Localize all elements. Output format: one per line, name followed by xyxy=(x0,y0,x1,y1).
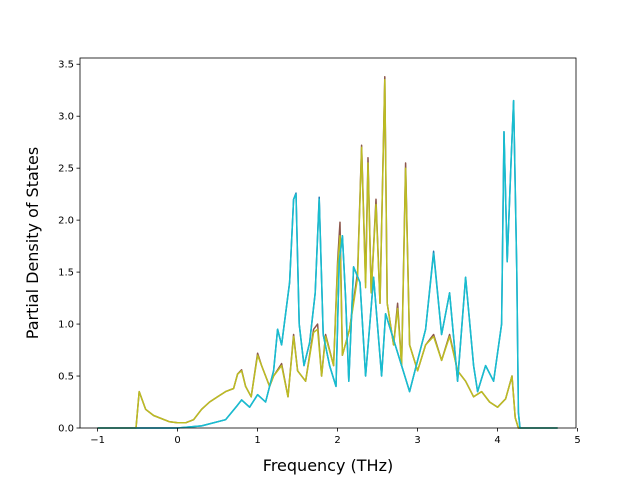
x-tick-label: −1 xyxy=(90,435,105,446)
x-axis-label: Frequency (THz) xyxy=(263,456,393,475)
series-line-3 xyxy=(97,79,558,429)
x-tick-label: 3 xyxy=(414,435,420,446)
x-tick-label: 5 xyxy=(574,435,580,446)
y-axis-ticks: 0.0 0.5 1.0 1.5 2.0 2.5 3.0 3.5 xyxy=(58,60,80,435)
series-layer xyxy=(97,75,558,429)
x-axis-ticks: −1 0 1 2 3 4 5 xyxy=(90,428,581,446)
series-line-4 xyxy=(97,99,558,429)
y-tick-label: 3.5 xyxy=(58,60,74,71)
y-tick-label: 0.5 xyxy=(58,372,74,383)
x-tick-label: 4 xyxy=(494,435,500,446)
x-tick-label: 2 xyxy=(334,435,340,446)
y-tick-label: 3.0 xyxy=(58,112,74,123)
y-tick-label: 2.5 xyxy=(58,164,74,175)
y-axis-label: Partial Density of States xyxy=(23,147,42,339)
x-tick-label: 1 xyxy=(254,435,260,446)
y-tick-label: 1.0 xyxy=(58,320,74,331)
y-tick-label: 0.0 xyxy=(58,424,74,435)
y-tick-label: 1.5 xyxy=(58,268,74,279)
y-tick-label: 2.0 xyxy=(58,216,74,227)
plot-frame xyxy=(79,57,577,429)
x-tick-label: 0 xyxy=(174,435,180,446)
